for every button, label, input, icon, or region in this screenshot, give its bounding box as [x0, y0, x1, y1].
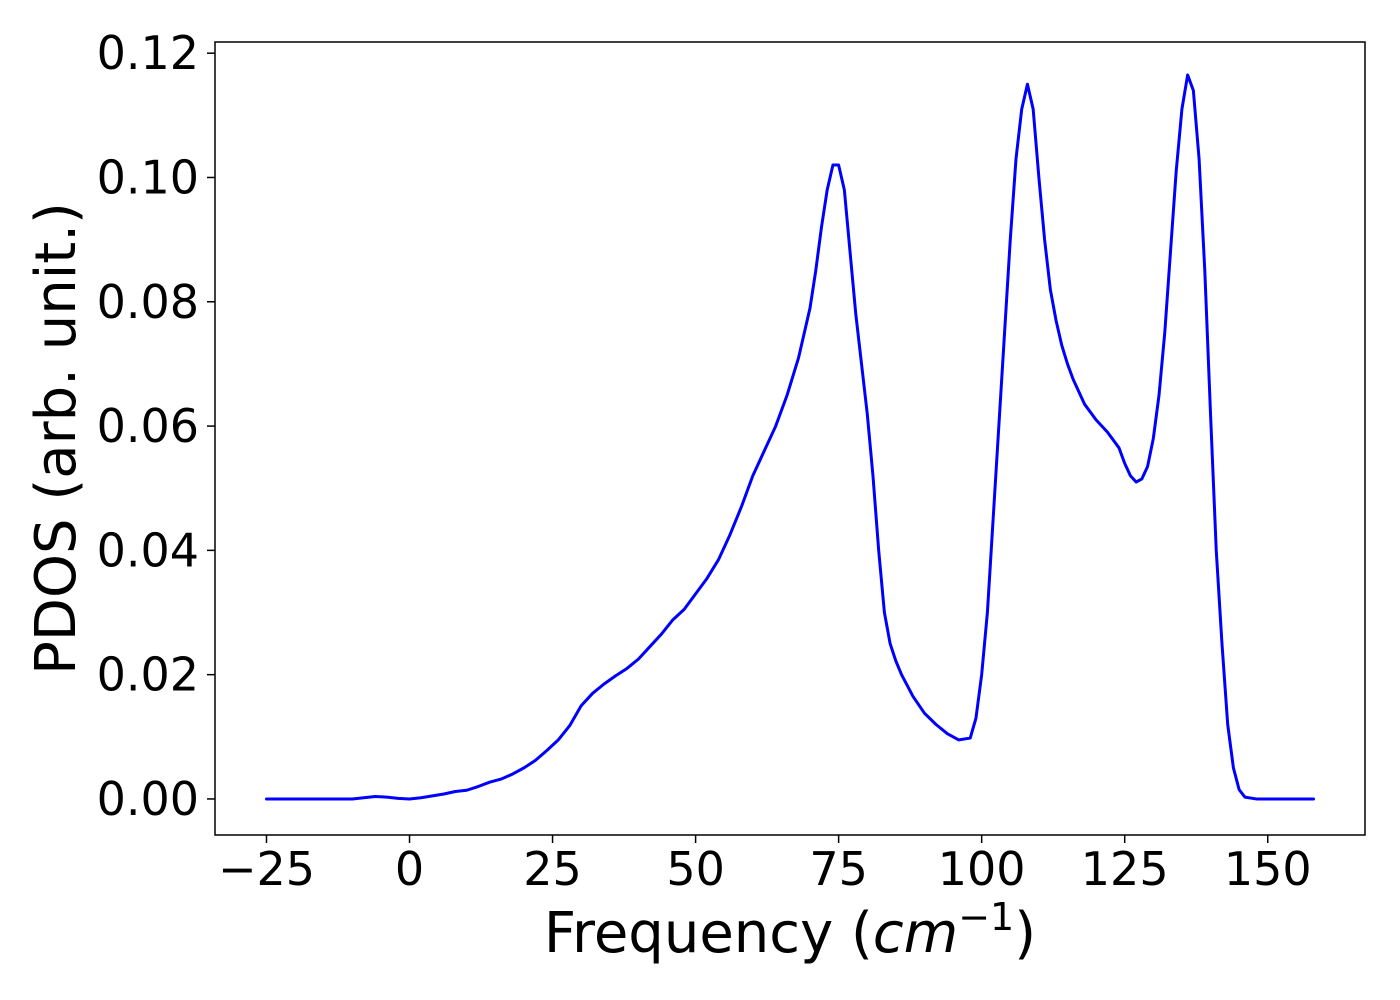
x-tick-label: 100 — [938, 842, 1026, 896]
y-tick-label: 0.02 — [97, 648, 199, 702]
x-tick-label: 75 — [809, 842, 868, 896]
x-tick-label: 50 — [666, 842, 725, 896]
x-axis-label-unit: cm — [873, 901, 958, 966]
x-tick-label: 0 — [395, 842, 424, 896]
y-tick-label: 0.10 — [97, 150, 199, 204]
x-axis-label-prefix: Frequency ( — [544, 901, 873, 966]
y-tick-label: 0.06 — [97, 399, 199, 453]
pdos-series-line — [264, 73, 1316, 801]
plot-area — [214, 41, 1366, 836]
x-axis-label-exponent: −1 — [958, 895, 1014, 939]
x-tick-label: 25 — [523, 842, 582, 896]
x-axis-label-suffix: ) — [1014, 901, 1036, 966]
x-tick-label: 125 — [1081, 842, 1169, 896]
x-tick-label: −25 — [218, 842, 315, 896]
y-axis-ticks: 0.00 0.02 0.04 0.06 0.08 0.10 0.12 — [97, 26, 215, 826]
x-tick-label: 150 — [1224, 842, 1312, 896]
plot-frame — [214, 41, 1366, 836]
x-axis-label: Frequency (cm−1) — [544, 895, 1036, 966]
y-tick-label: 0.00 — [97, 772, 199, 826]
y-axis-label: PDOS (arb. unit.) — [24, 202, 89, 675]
y-tick-label: 0.08 — [97, 275, 199, 329]
series-layer — [264, 73, 1316, 801]
y-tick-label: 0.04 — [97, 523, 199, 577]
x-axis-ticks: −25 0 25 50 75 100 125 150 — [218, 835, 1312, 896]
y-tick-label: 0.12 — [97, 26, 199, 80]
